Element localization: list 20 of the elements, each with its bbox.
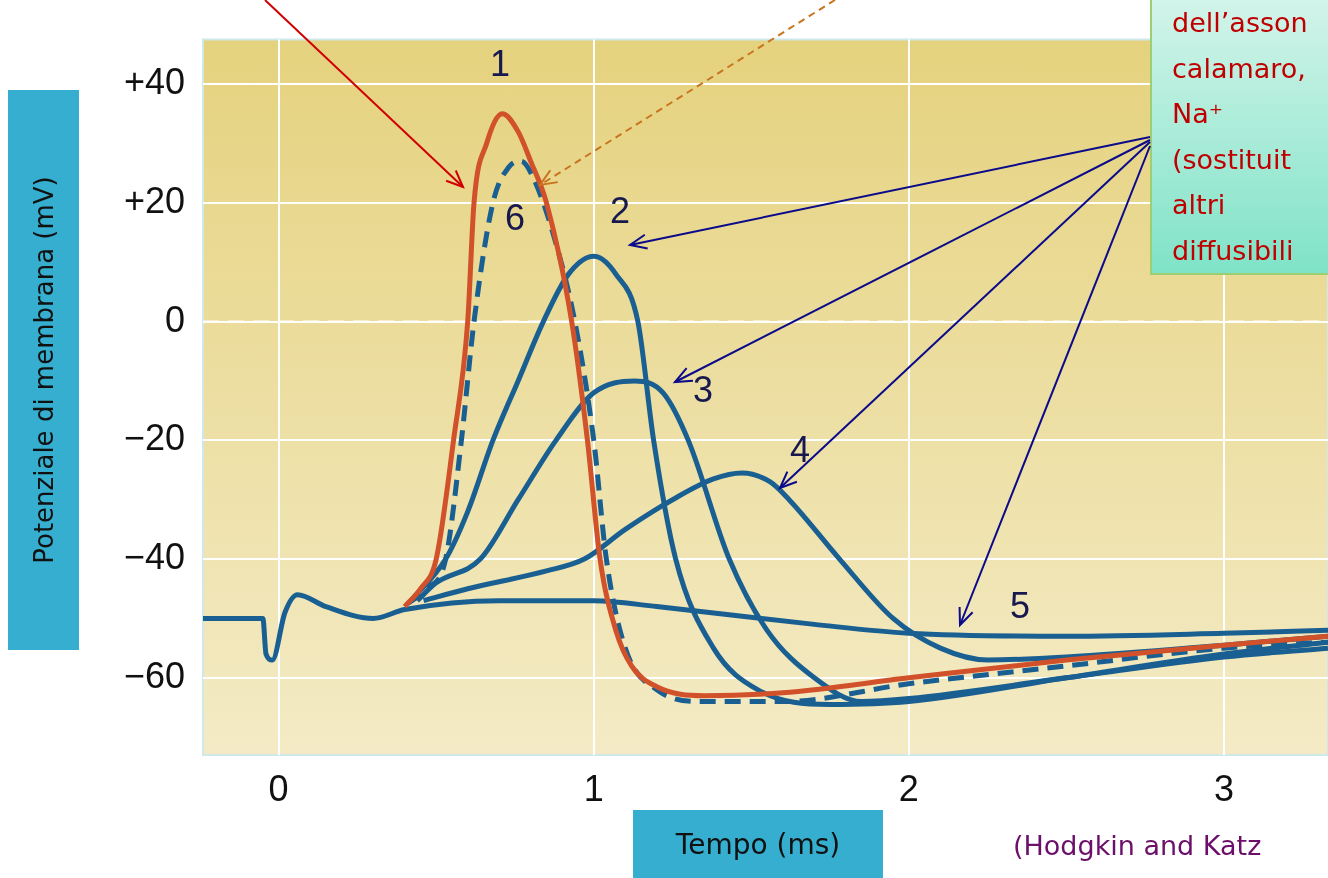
series-label: 6 (504, 196, 526, 238)
x-tick-label: 3 (1213, 767, 1235, 809)
series-label: 1 (489, 42, 511, 84)
series-label: 3 (692, 368, 714, 410)
x-tick-label: 2 (898, 767, 919, 809)
y-tick-label: −40 (123, 536, 185, 577)
x-tick-label: 1 (583, 767, 604, 809)
y-tick-label: +20 (123, 179, 185, 221)
y-tick-label: 0 (164, 298, 185, 340)
y-tick-label: −20 (123, 417, 185, 459)
text: (Hodgkin and Katz (1013, 830, 1262, 861)
y-axis-title: Potenziale di membrana (mV) (28, 176, 59, 564)
x-tick-label: 0 (268, 767, 289, 809)
annotation: dell’asson calamaro, Na⁺ (sostituit altri diffusibili (1150, 0, 1328, 275)
series-label: 4 (789, 428, 811, 470)
y-tick-label: −60 (123, 654, 185, 696)
x-axis-title: Tempo (ms) (633, 810, 883, 878)
series-label: 2 (609, 189, 631, 231)
y-tick-label: +40 (123, 61, 185, 103)
series-label: 5 (1009, 584, 1031, 626)
